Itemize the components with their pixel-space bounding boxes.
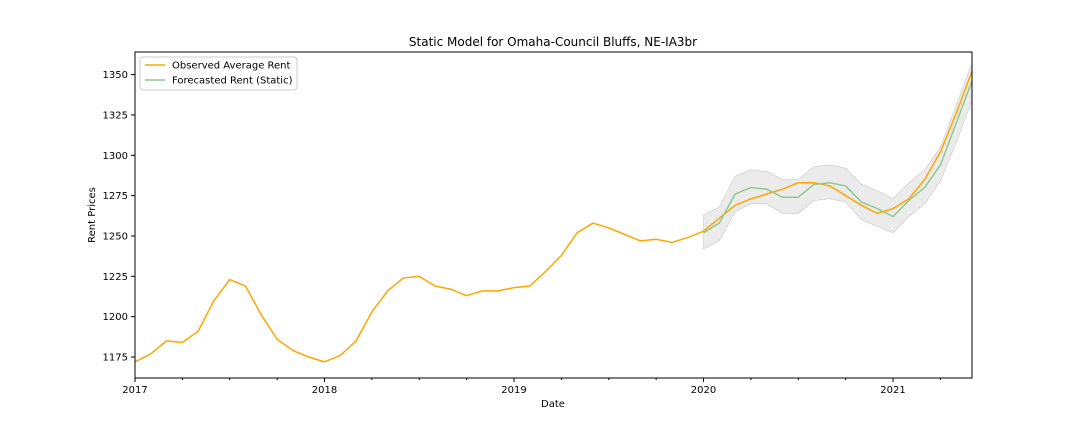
y-tick-label: 1325 xyxy=(103,110,128,121)
x-tick-label: 2021 xyxy=(880,385,905,396)
series-layer xyxy=(134,71,973,363)
y-tick-label: 1250 xyxy=(103,231,128,242)
plot-frame xyxy=(134,51,973,379)
axes-layer: 1175 1200 1225 1250 1275 1300 1325 1350 2017 2018… xyxy=(103,70,941,396)
legend: Observed Average Rent Forecasted Rent (S… xyxy=(139,56,298,91)
x-tick-label: 2018 xyxy=(312,385,337,396)
legend-label-observed: Observed Average Rent xyxy=(172,61,291,72)
chart-title: Static Model for Omaha-Council Bluffs, N… xyxy=(409,35,697,49)
y-tick-label: 1200 xyxy=(103,312,128,323)
y-tick-label: 1175 xyxy=(103,353,128,364)
observed-average-rent-line xyxy=(134,71,973,363)
y-tick-label: 1350 xyxy=(103,70,128,81)
x-tick-label: 2017 xyxy=(122,385,147,396)
y-tick-label: 1225 xyxy=(103,272,128,283)
y-tick-label: 1300 xyxy=(103,151,128,162)
legend-frame xyxy=(139,56,298,91)
y-tick-label: 1275 xyxy=(103,191,128,202)
x-tick-label: 2019 xyxy=(501,385,526,396)
y-axis-label: Rent Prices xyxy=(87,187,98,243)
x-axis-label: Date xyxy=(541,399,565,410)
forecasted-rent-line xyxy=(703,80,973,234)
x-tick-label: 2020 xyxy=(691,385,716,396)
legend-label-forecast: Forecasted Rent (Static) xyxy=(172,76,293,87)
